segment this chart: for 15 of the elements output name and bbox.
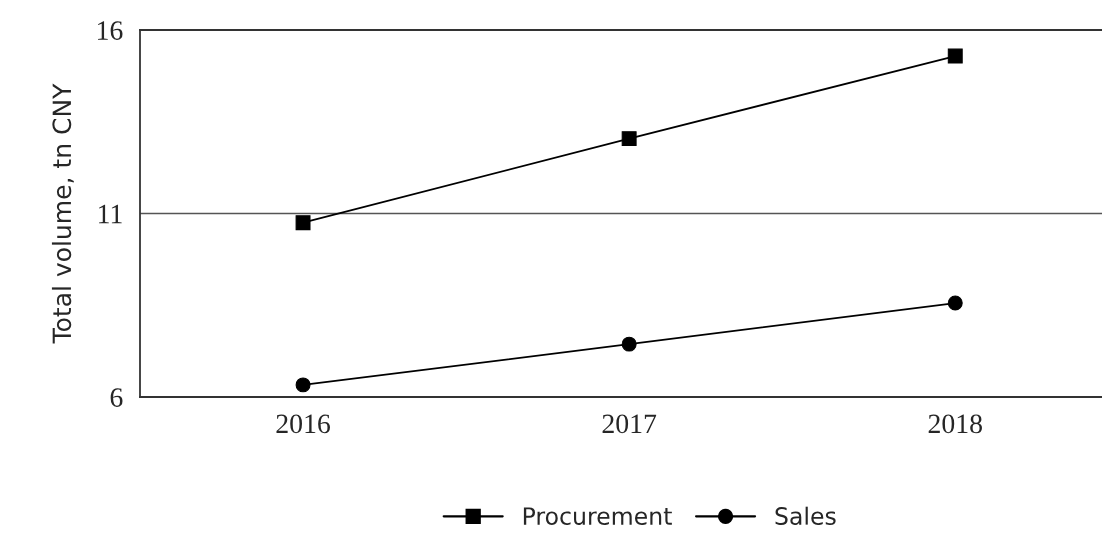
x-tick-label: 2017 xyxy=(602,414,657,434)
point xyxy=(621,336,637,352)
y-tick-label: 6 xyxy=(110,388,123,407)
point xyxy=(295,377,311,393)
legend-label: Sales xyxy=(775,506,836,525)
point xyxy=(947,48,963,64)
point xyxy=(295,215,311,231)
y-tick-label: 11 xyxy=(99,204,122,224)
x-tick-label: 2016 xyxy=(276,414,330,434)
legend-label: Procurement xyxy=(523,507,672,525)
y-tick-label: 16 xyxy=(98,21,123,40)
x-tick-label: 2018 xyxy=(928,414,982,434)
point xyxy=(621,131,637,147)
y-axis-title: Total volume, tn CNY xyxy=(51,83,74,344)
point xyxy=(947,295,963,311)
